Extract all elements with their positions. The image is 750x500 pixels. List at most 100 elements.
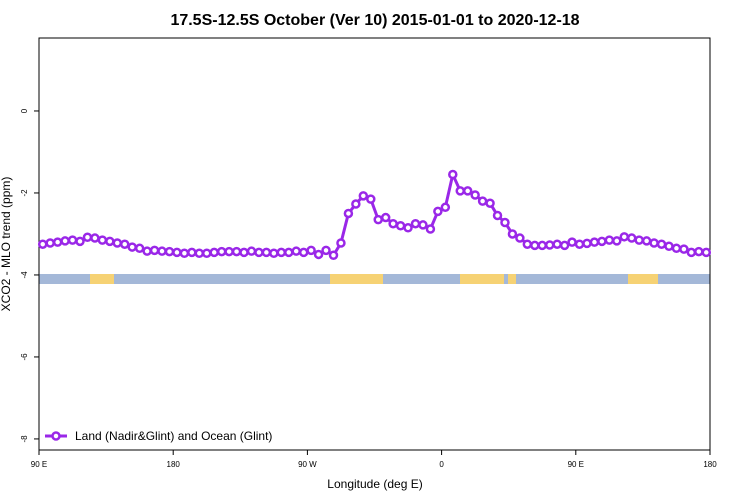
x-axis-label: Longitude (deg E) (327, 477, 422, 491)
point (567, 237, 577, 247)
point (321, 245, 331, 256)
point (351, 199, 361, 209)
point (388, 218, 398, 229)
point (187, 247, 197, 258)
point (90, 233, 100, 243)
point (574, 239, 585, 249)
x-tick-label: 90 W (298, 460, 317, 469)
y-tick-label: 0 (20, 108, 29, 113)
point (641, 236, 652, 246)
point (82, 232, 93, 242)
point (612, 236, 622, 246)
point (202, 248, 212, 258)
point (433, 206, 443, 217)
y-axis-label: XCO2 - MLO trend (ppm) (0, 177, 13, 312)
point (537, 240, 547, 251)
point (246, 246, 257, 256)
point (231, 246, 242, 257)
point (582, 238, 592, 249)
legend-label: Land (Nadir&Glint) and Ocean (Glint) (75, 429, 272, 443)
point (559, 240, 570, 251)
point (477, 196, 488, 206)
x-tick-label: 180 (703, 460, 717, 469)
point (149, 245, 160, 256)
point (373, 214, 383, 225)
x-tick-label: 90 E (31, 460, 47, 469)
point (500, 217, 510, 228)
point (440, 202, 451, 213)
point (589, 237, 600, 247)
point (276, 247, 287, 258)
point (358, 191, 369, 201)
point (97, 235, 108, 245)
point (418, 220, 428, 230)
point (425, 224, 436, 234)
point (67, 235, 78, 245)
point (619, 232, 630, 242)
point (224, 246, 234, 257)
y-tick-label: -2 (20, 189, 29, 197)
point (291, 246, 301, 256)
point (112, 238, 123, 248)
point (626, 233, 637, 243)
point (269, 248, 279, 258)
land-patch (508, 274, 516, 284)
chart-title: 17.5S-12.5S October (Ver 10) 2015-01-01 … (170, 12, 579, 29)
point (686, 247, 697, 258)
point (664, 241, 674, 252)
point (194, 248, 205, 258)
point (284, 247, 294, 258)
point (164, 246, 175, 257)
point (634, 235, 644, 245)
point (52, 237, 63, 247)
point (261, 247, 272, 258)
point (656, 239, 667, 249)
point (671, 243, 682, 254)
land-patch (460, 274, 504, 284)
point (649, 238, 659, 248)
point (679, 244, 689, 254)
point (395, 221, 406, 231)
point (127, 242, 137, 252)
point (343, 208, 354, 219)
point (597, 236, 607, 247)
point (105, 236, 115, 247)
point (254, 247, 264, 258)
point (694, 246, 704, 257)
land-patch (90, 274, 114, 284)
land-patch (330, 274, 383, 284)
point (544, 240, 555, 250)
x-tick-label: 0 (439, 460, 444, 469)
y-tick-label: -8 (20, 435, 29, 443)
point (328, 250, 339, 261)
point (448, 169, 458, 180)
point (604, 235, 615, 245)
point (313, 249, 324, 260)
point (462, 186, 473, 196)
point (142, 246, 152, 256)
point (380, 212, 391, 223)
point (515, 233, 525, 243)
point (507, 229, 518, 239)
point (37, 239, 48, 249)
point (522, 239, 533, 249)
y-tick-label: -6 (20, 353, 29, 361)
point (410, 218, 421, 229)
point (366, 194, 376, 204)
x-tick-label: 180 (167, 460, 181, 469)
point (134, 243, 145, 254)
point (470, 190, 480, 200)
point (209, 247, 219, 258)
point (75, 236, 85, 247)
point (701, 247, 712, 258)
point (492, 210, 503, 221)
point (306, 245, 316, 256)
point (336, 238, 346, 248)
y-tick-label: -4 (20, 271, 29, 279)
point (403, 223, 413, 233)
point (60, 236, 70, 246)
land-patch (628, 274, 658, 284)
point (172, 247, 182, 258)
point (485, 198, 495, 208)
